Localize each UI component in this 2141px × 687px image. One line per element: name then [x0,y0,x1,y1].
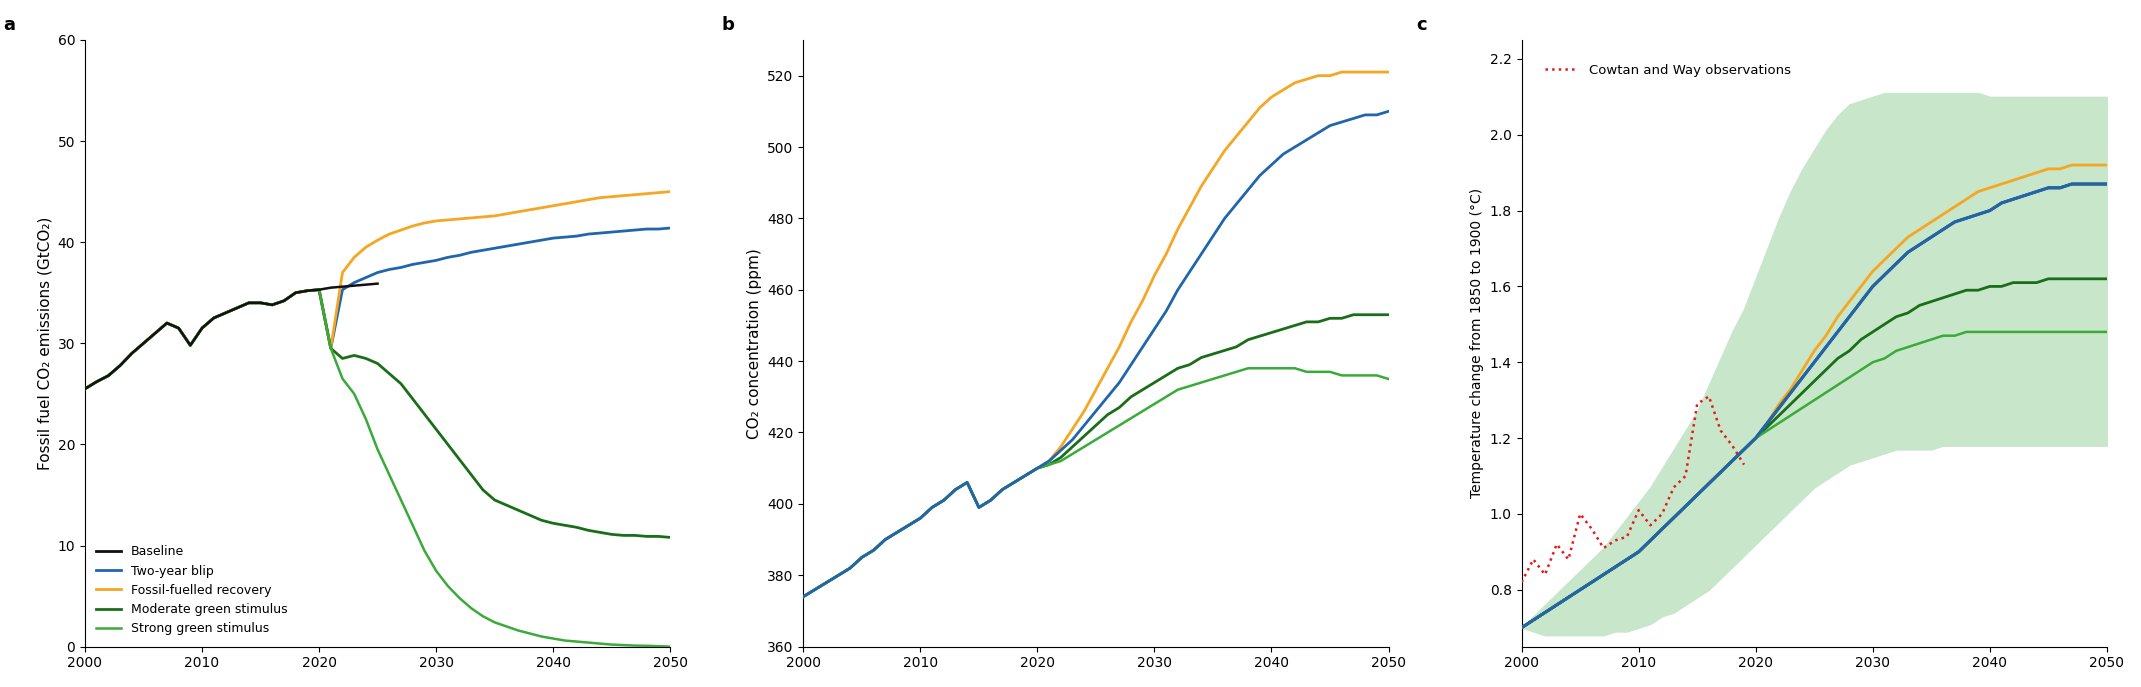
Legend: Baseline, Two-year blip, Fossil-fuelled recovery, Moderate green stimulus, Stron: Baseline, Two-year blip, Fossil-fuelled … [92,541,293,640]
Y-axis label: CO₂ concentration (ppm): CO₂ concentration (ppm) [747,248,762,439]
Text: a: a [2,16,15,34]
Y-axis label: Fossil fuel CO₂ emissions (GtCO₂): Fossil fuel CO₂ emissions (GtCO₂) [36,216,51,470]
Legend: Cowtan and Way observations: Cowtan and Way observations [1539,58,1796,82]
Text: b: b [722,16,734,34]
Y-axis label: Temperature change from 1850 to 1900 (°C): Temperature change from 1850 to 1900 (°C… [1471,188,1484,498]
Text: c: c [1417,16,1426,34]
